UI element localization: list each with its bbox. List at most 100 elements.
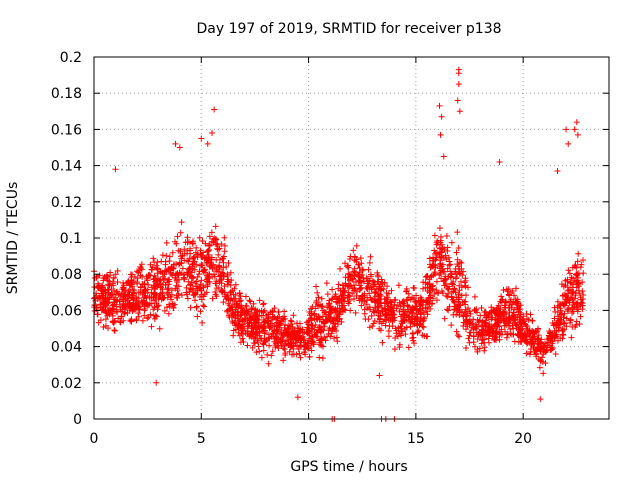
data-point [227,282,234,289]
data-point [192,290,199,297]
data-point [422,279,429,286]
data-point [131,273,138,280]
data-point [319,336,326,343]
data-point [384,283,391,290]
data-point [144,290,151,297]
data-point [212,288,219,295]
data-point [399,298,406,305]
data-point [143,301,150,308]
data-point [297,354,304,361]
data-point [327,314,334,321]
data-point [243,308,250,315]
data-point [126,291,133,298]
data-point [493,323,500,330]
data-point [441,268,448,275]
data-point [204,140,211,147]
data-point [327,333,334,340]
data-point [233,302,240,309]
data-point [165,285,172,292]
data-point [563,315,570,322]
data-point [224,281,231,288]
data-point [514,304,521,311]
data-point [455,81,462,88]
data-point [377,327,384,334]
data-point [471,306,478,313]
data-point [547,329,554,336]
data-point [327,303,334,310]
data-point [437,267,444,274]
data-point [333,293,340,300]
data-point [462,326,469,333]
data-point [285,322,292,329]
data-point [296,350,303,357]
data-point [152,275,159,282]
data-point [176,144,183,151]
data-point [150,312,157,319]
data-point [392,296,399,303]
data-point [396,299,403,306]
data-point [256,328,263,335]
data-point [215,251,222,258]
data-point [131,287,138,294]
data-point [175,283,182,290]
data-point [278,318,285,325]
data-point [558,281,565,288]
data-point [522,337,529,344]
data-point [137,289,144,296]
data-point [569,323,576,330]
data-point [111,327,118,334]
data-point [481,347,488,354]
data-point [448,322,455,329]
data-point [306,328,313,335]
data-point [455,245,462,252]
data-point [229,287,236,294]
data-point [420,285,427,292]
data-point [510,292,517,299]
data-point [314,289,321,296]
data-point [573,284,580,291]
data-point [540,343,547,350]
data-point [138,266,145,273]
data-point [396,308,403,315]
data-point [391,301,398,308]
data-point [271,338,278,345]
data-point [577,294,584,301]
data-point [236,295,243,302]
data-point [440,153,447,160]
data-point [439,290,446,297]
data-point [309,322,316,329]
data-point [169,272,176,279]
data-point [215,246,222,253]
data-point [316,354,323,361]
data-point [386,323,393,330]
data-point [366,290,373,297]
data-point [500,287,507,294]
data-point [201,254,208,261]
data-point [272,344,279,351]
data-point [285,341,292,348]
chart-title: Day 197 of 2019, SRMTID for receiver p13… [196,21,501,37]
data-point [220,299,227,306]
data-point [535,336,542,343]
data-point [470,316,477,323]
data-point [517,326,524,333]
data-point [194,251,201,258]
data-point [579,257,586,264]
data-point [120,284,127,291]
data-point [323,280,330,287]
data-point [411,285,418,292]
y-tick-label: 0.16 [51,122,82,138]
data-point [504,330,511,337]
data-point [287,336,294,343]
data-point [99,282,106,289]
data-point [350,282,357,289]
data-point [556,302,563,309]
data-point [457,278,464,285]
data-point [255,343,262,350]
data-point [560,319,567,326]
data-point [345,264,352,271]
data-point [308,338,315,345]
data-point [156,325,163,332]
data-point [178,219,185,226]
data-point [193,304,200,311]
